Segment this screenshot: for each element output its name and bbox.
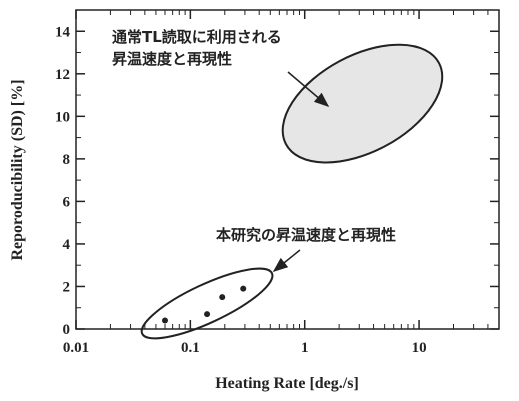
region-typical-tl-ellipse [281, 43, 444, 164]
region-typical-tl-label: 通常TL読取に利用される昇温速度と再現性 [112, 28, 282, 68]
x-tick-label: 1 [301, 340, 309, 356]
data-point [161, 317, 168, 324]
y-tick-label: 12 [55, 67, 70, 83]
region-typical-tl-label-line: 通常TL読取に利用される [112, 28, 282, 46]
y-tick-label: 8 [63, 152, 71, 168]
regions [140, 43, 444, 340]
region-typical-tl-arrow [287, 71, 330, 107]
y-tick-label: 10 [55, 109, 70, 125]
region-typical-tl-label-line: 昇温速度と再現性 [112, 50, 232, 68]
x-tick-label: 10 [412, 340, 427, 356]
plot-frame [75, 9, 500, 330]
data-points [161, 285, 247, 324]
y-tick-label: 0 [63, 322, 71, 338]
x-axis-title: Heating Rate [deg./s] [215, 375, 359, 392]
y-tick-label: 4 [63, 237, 71, 253]
region-this-study-ellipse [140, 267, 274, 340]
y-tick-label: 14 [55, 24, 71, 40]
data-point [219, 294, 226, 301]
y-axis-title: Reporoducibility (SD) [%] [9, 79, 26, 260]
y-tick-label: 6 [63, 194, 71, 210]
y-tick-label: 2 [63, 279, 71, 295]
data-point [204, 311, 211, 318]
data-point [240, 285, 247, 292]
axis-ticks: 0.01 0.1 1 10 0 2 4 6 8 10 12 14 [55, 10, 499, 356]
region-this-study-label: 本研究の昇温速度と再現性 [216, 226, 396, 244]
x-tick-label: 0.1 [181, 340, 200, 356]
x-tick-label: 0.01 [63, 340, 89, 356]
region-this-study-arrow [272, 249, 301, 272]
